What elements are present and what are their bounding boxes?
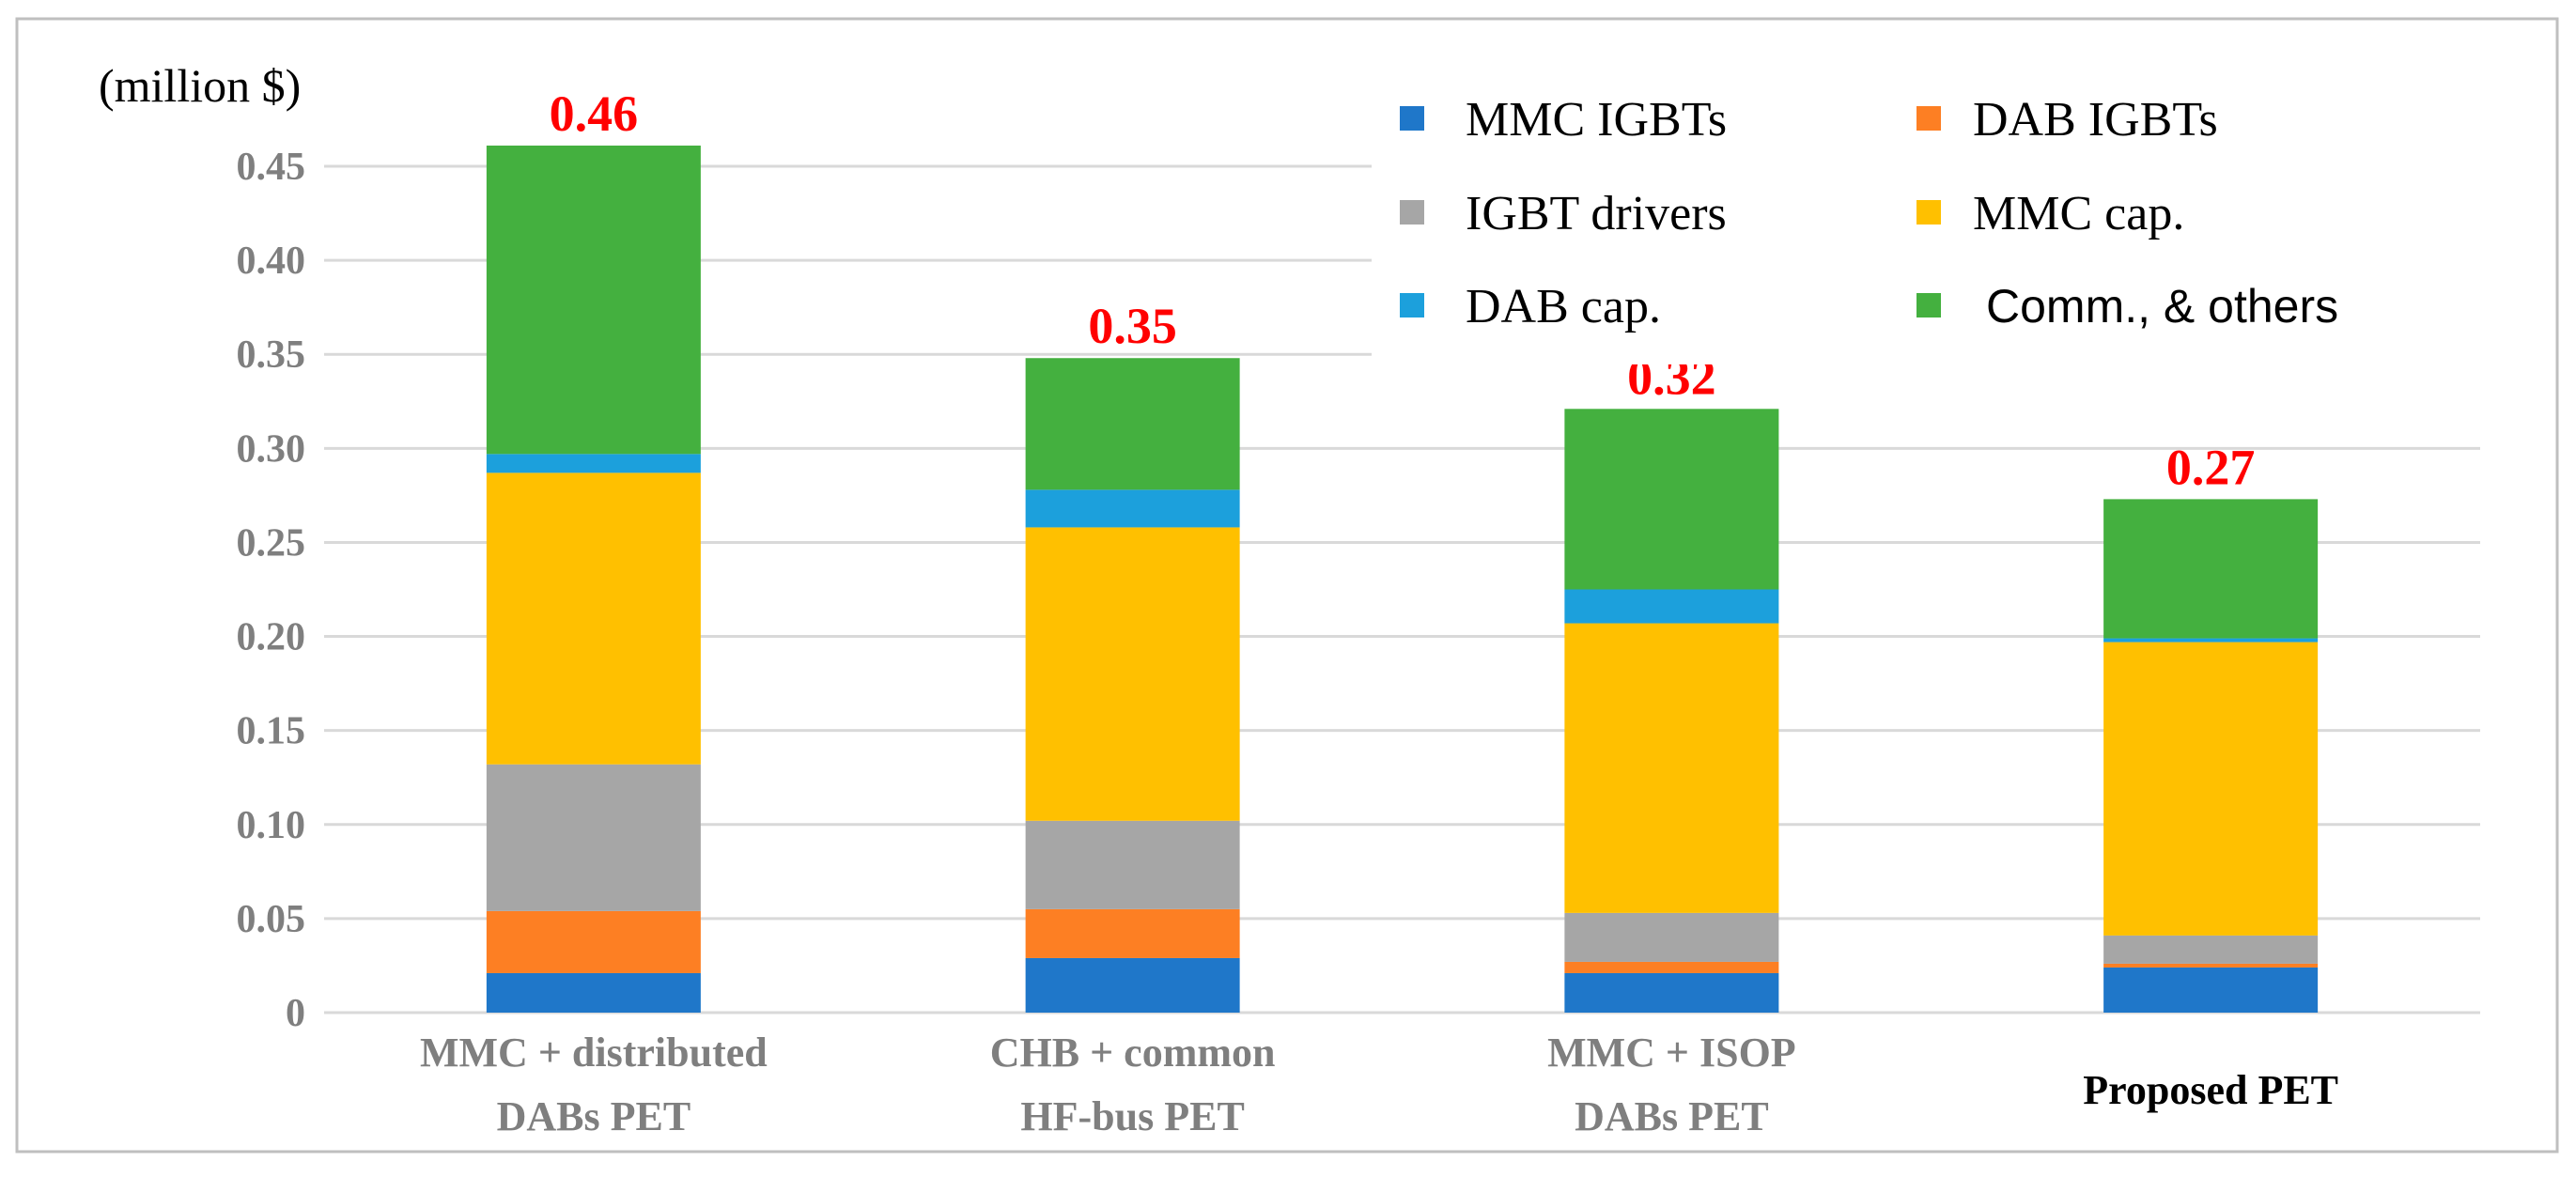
bar-segment-comm-others	[2103, 499, 2319, 639]
x-category-label: CHB + common	[990, 1030, 1276, 1076]
bar-segment-mmc-igbts	[486, 972, 701, 1013]
bar-segment-dab-cap	[486, 454, 701, 473]
legend-swatch	[1916, 293, 1941, 317]
y-tick-label: 0.15	[237, 710, 306, 753]
x-category-label: HF-bus PET	[1020, 1093, 1244, 1139]
x-category-label: DABs PET	[497, 1093, 691, 1139]
bar-segment-mmc-cap	[486, 472, 701, 765]
x-category-label: MMC + distributed	[420, 1030, 768, 1076]
legend-background	[1372, 64, 2546, 364]
bar-segment-dab-cap	[1564, 589, 1779, 624]
y-tick-label: 0.35	[237, 333, 306, 377]
y-tick-label: 0.05	[237, 898, 306, 941]
bar-segment-mmc-igbts	[2103, 967, 2319, 1013]
bar-segment-igbt-drivers	[1564, 912, 1779, 962]
bar-segment-igbt-drivers	[1025, 820, 1240, 909]
bar-segment-dab-igbts	[2103, 963, 2319, 968]
y-tick-label: 0.10	[237, 804, 306, 847]
y-tick-label: 0.45	[237, 146, 306, 189]
y-tick-label: 0.40	[237, 240, 306, 283]
bar-segment-dab-igbts	[1564, 961, 1779, 973]
legend-swatch	[1916, 200, 1941, 225]
legend-swatch	[1916, 106, 1941, 131]
bar-segment-mmc-cap	[1564, 623, 1779, 913]
bar-segment-comm-others	[1025, 358, 1240, 490]
bar-segment-dab-igbts	[486, 910, 701, 973]
bar-segment-dab-cap	[1025, 489, 1240, 528]
total-labels: 0.460.350.320.27	[550, 85, 2256, 495]
legend-swatch	[1400, 200, 1424, 225]
bar-segment-igbt-drivers	[486, 764, 701, 911]
bar-segment-igbt-drivers	[2103, 935, 2319, 964]
legend-swatch	[1400, 293, 1424, 317]
bar-segment-comm-others	[1564, 409, 1779, 590]
legend-label: IGBT drivers	[1466, 187, 1727, 240]
bar-segment-mmc-cap	[1025, 527, 1240, 821]
bar-segment-dab-cap	[2103, 638, 2319, 643]
y-axis-ticks: 0 0.05 0.10 0.15 0.20 0.25 0.30 0.35 0.40 0.45	[237, 146, 306, 1035]
legend-label: DAB cap.	[1466, 280, 1661, 333]
legend-label: MMC cap.	[1973, 187, 2184, 240]
bar-segment-dab-igbts	[1025, 908, 1240, 958]
y-axis-unit-label: (million $)	[99, 59, 301, 112]
legend-label: Comm., & others	[1986, 280, 2338, 333]
legend: MMC IGBTs DAB IGBTs IGBT drivers MMC cap. DA…	[1400, 93, 2338, 333]
bars	[486, 145, 2319, 1013]
y-tick-label: 0.20	[237, 616, 306, 659]
y-tick-label: 0.25	[237, 521, 306, 565]
bar-segment-comm-others	[486, 145, 701, 455]
bar-segment-mmc-igbts	[1564, 972, 1779, 1013]
x-category-label: Proposed PET	[2083, 1067, 2338, 1113]
y-tick-label: 0	[286, 992, 305, 1035]
bar-total-label: 0.27	[2166, 439, 2256, 495]
x-category-label: DABs PET	[1575, 1093, 1769, 1139]
bar-total-label: 0.46	[550, 85, 639, 142]
bar-total-label: 0.35	[1088, 298, 1177, 354]
x-axis-labels: MMC + distributed DABs PET CHB + common HF-…	[420, 1030, 2338, 1139]
legend-label: DAB IGBTs	[1973, 93, 2218, 147]
bar-segment-mmc-cap	[2103, 642, 2319, 936]
legend-label: MMC IGBTs	[1466, 93, 1727, 147]
legend-swatch	[1400, 106, 1424, 131]
y-tick-label: 0.30	[237, 427, 306, 471]
bar-segment-mmc-igbts	[1025, 957, 1240, 1013]
x-category-label: MMC + ISOP	[1547, 1030, 1796, 1076]
